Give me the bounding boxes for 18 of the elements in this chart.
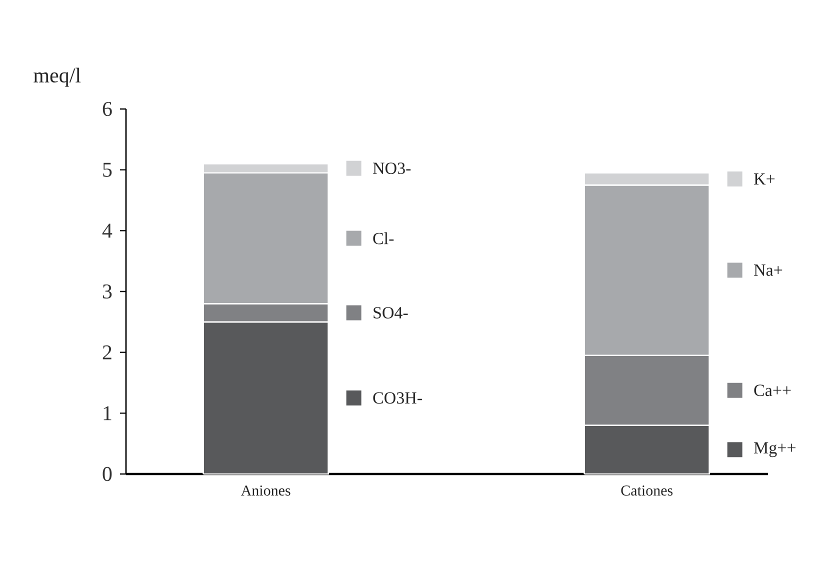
legend-label: Ca++ (754, 384, 791, 396)
legend-label: Mg++ (754, 442, 796, 458)
y-tick-label: 2 (102, 345, 112, 360)
legend-label: Na+ (754, 264, 782, 276)
y-tick-label: 1 (104, 406, 112, 420)
y-tick-label: 0 (102, 466, 112, 482)
y-tick-label: 4 (102, 224, 112, 238)
y-tick-label: 5 (103, 162, 112, 177)
legend-label: K+ (754, 173, 775, 185)
y-tick-label: 3 (102, 284, 112, 299)
legend-label: NO3- (373, 162, 411, 174)
y-tick-label: 6 (102, 102, 112, 116)
legend-label: SO4- (374, 307, 408, 319)
legend-label: CO3H- (373, 392, 422, 404)
legend-label: Cl- (373, 232, 394, 244)
y-axis-title: meq/l (34, 68, 81, 87)
x-tick-label: Aniones (240, 486, 290, 496)
x-tick-label: Cationes (621, 486, 673, 496)
